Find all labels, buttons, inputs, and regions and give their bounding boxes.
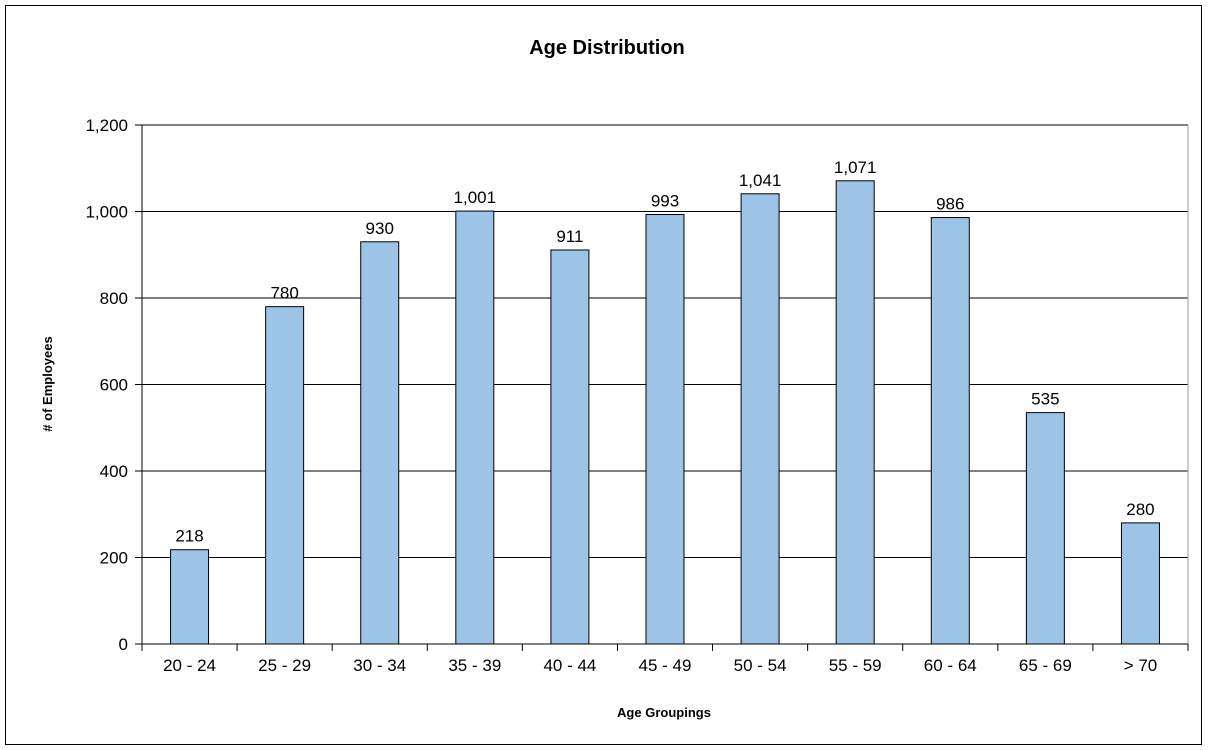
x-axis-title: Age Groupings bbox=[617, 705, 711, 720]
y-axis-title: # of Employees bbox=[40, 336, 55, 431]
bar bbox=[455, 210, 495, 645]
x-tick-label: 50 - 54 bbox=[734, 656, 787, 675]
gridlines bbox=[142, 124, 1188, 558]
bar bbox=[170, 549, 210, 645]
x-tick-label: 45 - 49 bbox=[639, 656, 692, 675]
chart-title: Age Distribution bbox=[529, 37, 685, 59]
x-tick-label: 30 - 34 bbox=[353, 656, 406, 675]
y-tick-label: 0 bbox=[119, 635, 128, 654]
x-tick-label: 25 - 29 bbox=[258, 656, 311, 675]
bar bbox=[740, 193, 780, 645]
data-label: 986 bbox=[936, 195, 964, 214]
bar bbox=[645, 214, 685, 645]
y-tick-label: 1,000 bbox=[85, 203, 128, 222]
data-label: 535 bbox=[1031, 390, 1059, 409]
y-tick-label: 800 bbox=[100, 289, 128, 308]
bars bbox=[170, 180, 1160, 645]
data-label: 1,071 bbox=[834, 158, 877, 177]
data-label: 911 bbox=[556, 227, 583, 246]
bar bbox=[1120, 522, 1160, 645]
y-tick-label: 1,200 bbox=[85, 116, 128, 135]
y-tick-label: 200 bbox=[100, 549, 128, 568]
x-tick-label: 40 - 44 bbox=[543, 656, 596, 675]
data-label: 1,041 bbox=[739, 171, 782, 190]
y-tick-label: 400 bbox=[100, 462, 128, 481]
labels: 0 200 400 600 800 1,000 1,200 218 20 - 24 780 25 -… bbox=[85, 116, 1157, 675]
axes bbox=[135, 124, 1189, 651]
bar bbox=[550, 249, 590, 645]
bar bbox=[360, 241, 400, 645]
data-label: 993 bbox=[651, 192, 679, 211]
x-tick-label: 55 - 59 bbox=[829, 656, 882, 675]
x-tick-label: 35 - 39 bbox=[448, 656, 501, 675]
data-label: 780 bbox=[270, 284, 298, 303]
x-tick-label: > 70 bbox=[1124, 656, 1158, 675]
data-label: 280 bbox=[1126, 500, 1154, 519]
bar bbox=[835, 180, 875, 645]
bar bbox=[1025, 412, 1065, 645]
x-tick-label: 65 - 69 bbox=[1019, 656, 1072, 675]
x-tick-label: 20 - 24 bbox=[163, 656, 216, 675]
bar bbox=[930, 217, 970, 645]
y-tick-label: 600 bbox=[100, 376, 128, 395]
data-label: 218 bbox=[175, 527, 203, 546]
data-label: 1,001 bbox=[454, 188, 497, 207]
data-label: 930 bbox=[366, 219, 394, 238]
bar bbox=[265, 306, 305, 645]
x-tick-label: 60 - 64 bbox=[924, 656, 977, 675]
